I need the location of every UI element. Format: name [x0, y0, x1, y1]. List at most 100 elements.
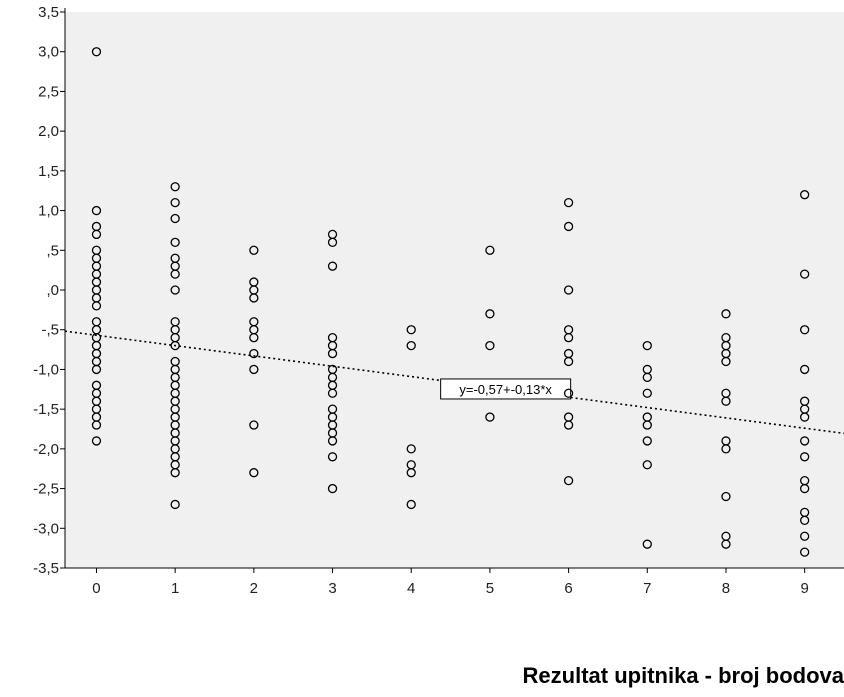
data-point — [563, 388, 574, 398]
data-point — [170, 269, 180, 279]
data-point — [91, 205, 102, 216]
data-point — [721, 396, 731, 406]
data-point — [800, 452, 810, 462]
data-point — [642, 436, 652, 446]
x-tick-label: 8 — [722, 580, 730, 597]
data-point — [91, 420, 102, 430]
data-point — [721, 444, 731, 454]
data-point — [642, 372, 652, 383]
data-point — [800, 325, 810, 335]
data-point — [485, 412, 495, 422]
data-point — [170, 237, 180, 247]
data-point — [91, 436, 102, 446]
data-point — [327, 483, 338, 494]
data-point — [485, 245, 495, 255]
x-tick-label: 4 — [407, 580, 415, 597]
data-point — [642, 388, 652, 398]
data-point — [563, 285, 574, 295]
data-point — [800, 515, 810, 525]
data-point — [170, 285, 180, 295]
data-points — [91, 47, 810, 557]
data-point — [170, 499, 180, 510]
y-tick-label: 3,0 — [38, 44, 59, 61]
y-tick-label: ,0 — [46, 282, 59, 299]
data-point — [563, 420, 574, 430]
data-point — [170, 340, 180, 351]
data-point — [563, 333, 574, 343]
y-tick-label: 3,5 — [38, 4, 59, 21]
data-point — [800, 531, 810, 541]
data-point — [327, 348, 338, 359]
data-point — [327, 388, 338, 398]
x-tick-label: 1 — [171, 580, 179, 597]
regression-line — [64, 330, 844, 435]
data-point — [249, 333, 259, 343]
x-axis-title: Rezultat upitnika - broj bodova — [522, 663, 844, 688]
plot-area — [65, 12, 844, 568]
data-point — [249, 348, 259, 359]
data-point — [800, 436, 810, 446]
regression-equation: y=-0,57+-0,13*x — [459, 382, 552, 397]
data-point — [563, 197, 574, 208]
data-point — [800, 412, 810, 422]
y-tick-label: -3,0 — [33, 520, 59, 537]
data-point — [721, 539, 731, 549]
data-point — [170, 197, 180, 208]
y-tick-label: -3,5 — [33, 560, 59, 577]
data-point — [327, 452, 338, 462]
x-tick-label: 3 — [328, 580, 336, 597]
data-point — [249, 468, 259, 478]
data-point — [327, 261, 338, 271]
data-point — [327, 237, 338, 247]
data-point — [721, 309, 731, 319]
data-point — [91, 229, 102, 240]
data-point — [721, 356, 731, 367]
data-point — [91, 301, 102, 311]
y-tick-label: -1,0 — [33, 361, 59, 378]
y-tick-label: -2,0 — [33, 441, 59, 458]
data-point — [800, 190, 810, 200]
data-point — [563, 356, 574, 367]
data-point — [642, 460, 652, 470]
data-point — [249, 364, 259, 375]
data-point — [642, 539, 652, 549]
data-point — [563, 475, 574, 486]
data-point — [406, 325, 416, 335]
data-point — [642, 420, 652, 430]
data-point — [485, 340, 495, 351]
data-point — [800, 269, 810, 279]
data-point — [170, 213, 180, 224]
data-point — [170, 468, 180, 478]
data-point — [406, 499, 416, 510]
data-point — [406, 340, 416, 351]
data-point — [406, 468, 416, 478]
y-axis: 3,5 3,0 2,5 2,0 1,5 1,0 ,5 ,0 -,5 -1,0 -1,5 -2,0 -2,… — [33, 4, 66, 577]
data-point — [406, 444, 416, 454]
y-tick-label: ,5 — [46, 242, 59, 259]
x-tick-label: 7 — [643, 580, 651, 597]
y-tick-label: 1,5 — [38, 163, 59, 180]
y-tick-label: 1,0 — [38, 203, 59, 220]
data-point — [170, 182, 180, 192]
data-point — [91, 364, 102, 375]
y-tick-label: 2,5 — [38, 83, 59, 100]
data-point — [327, 436, 338, 446]
data-point — [800, 483, 810, 494]
regression-label-box — [440, 378, 572, 400]
x-tick-label: 6 — [564, 580, 572, 597]
data-point — [91, 47, 102, 57]
data-point — [249, 293, 259, 303]
data-point — [800, 547, 810, 557]
regression-line-group: y=-0,57+-0,13*x — [64, 330, 844, 435]
data-point — [485, 309, 495, 319]
y-tick-label: -2,5 — [33, 481, 59, 498]
x-tick-label: 5 — [486, 580, 494, 597]
x-tick-label: 9 — [800, 580, 808, 597]
y-tick-label: -1,5 — [33, 401, 59, 418]
x-tick-label: 0 — [92, 580, 100, 597]
data-point — [249, 245, 259, 255]
y-tick-label: 2,0 — [38, 123, 59, 140]
x-tick-label: 2 — [250, 580, 258, 597]
data-point — [249, 420, 259, 430]
